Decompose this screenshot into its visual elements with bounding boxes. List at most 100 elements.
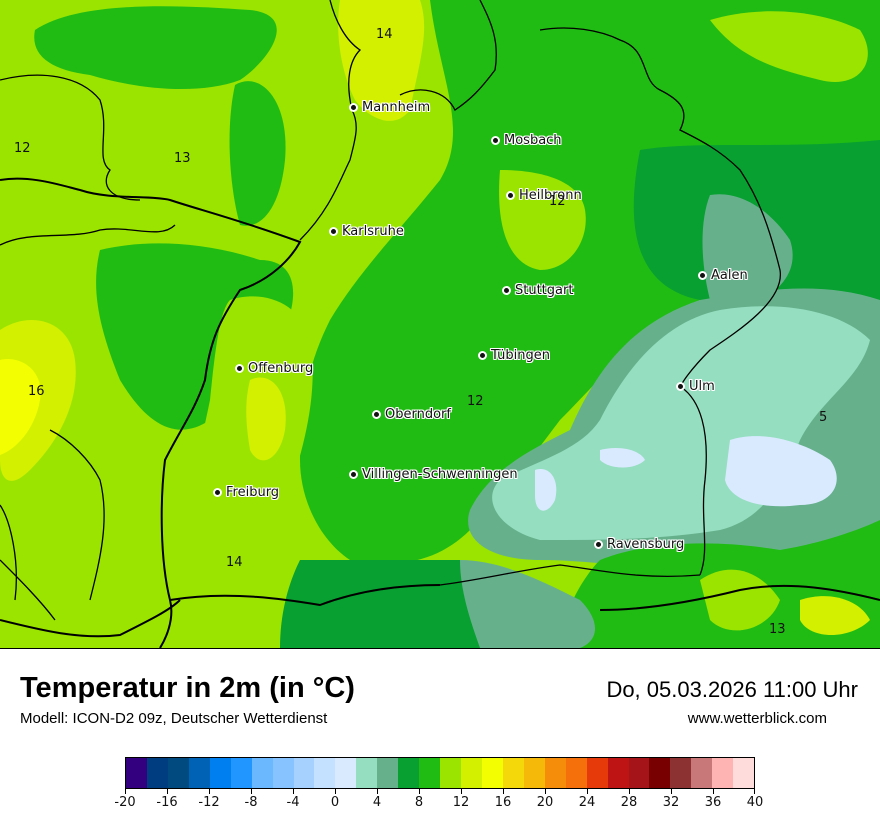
colorbar-tick-mark [125,789,126,794]
map-title: Temperatur in 2m (in °C) [20,672,355,704]
colorbar-tick-mark [461,789,462,794]
colorbar-swatch [419,758,441,788]
isoline-label: 14 [226,555,243,570]
city-name: Villingen-Schwenningen [362,467,518,482]
colorbar-tick-mark [377,789,378,794]
colorbar-swatch [481,758,503,788]
city-marker: Tübingen [478,348,550,363]
temperature-map: Mannheim Mosbach Heilbronn Karlsruhe Aal… [0,0,880,649]
city-name: Freiburg [226,485,280,500]
city-dot-icon [502,286,511,295]
city-name: Oberndorf [385,407,451,422]
city-name: Ulm [689,379,715,394]
colorbar-tick-mark [335,789,336,794]
city-marker: Ravensburg [594,537,684,552]
isoline-label: 5 [819,410,828,425]
colorbar-tick-label: 4 [372,795,382,810]
colorbar-tick-mark [754,789,755,794]
website-credit: www.wetterblick.com [687,710,827,727]
colorbar-tick-label: 16 [494,795,512,810]
city-name: Mannheim [362,100,431,115]
city-dot-icon [372,410,381,419]
city-name: Aalen [711,268,748,283]
city-name: Offenburg [248,361,314,376]
city-marker: Freiburg [213,485,279,500]
city-marker: Heilbronn [506,188,582,203]
city-dot-icon [594,540,603,549]
isoline-label: 12 [467,394,484,409]
valid-datetime: Do, 05.03.2026 11:00 Uhr [606,677,858,702]
city-dot-icon [478,351,487,360]
colorbar-tick-mark [251,789,252,794]
colorbar [125,757,755,789]
colorbar-swatch [251,758,273,788]
colorbar-swatch [565,758,587,788]
colorbar-tick-label: 0 [330,795,340,810]
city-marker: Stuttgart [502,283,573,298]
city-name: Mosbach [504,133,562,148]
colorbar-tick-mark [419,789,420,794]
model-source: Modell: ICON-D2 09z, Deutscher Wetterdie… [20,710,328,727]
colorbar-tick-label: 32 [662,795,680,810]
colorbar-tick-mark [629,789,630,794]
city-dot-icon [235,364,244,373]
city-dot-icon [329,227,338,236]
colorbar-swatch [126,758,147,788]
colorbar-tick-label: 20 [536,795,554,810]
colorbar-tick-label: -20 [114,795,136,810]
colorbar-ticks: -20 -16 -12 -8 -4 0 4 8 12 16 20 24 28 32 36 40 [114,789,763,819]
colorbar-swatch [188,758,210,788]
city-dot-icon [698,271,707,280]
colorbar-tick-label: -16 [156,795,178,810]
colorbar-tick-mark [713,789,714,794]
city-dot-icon [213,488,222,497]
colorbar-swatch [607,758,629,788]
isoline-label: 13 [174,151,191,166]
colorbar-swatch [523,758,545,788]
city-name: Ravensburg [607,537,685,552]
colorbar-tick-mark [545,789,546,794]
colorbar-tick-label: -4 [286,795,300,810]
colorbar-swatch [209,758,231,788]
city-dot-icon [491,136,500,145]
colorbar-tick-label: 8 [414,795,424,810]
colorbar-swatch [377,758,399,788]
colorbar-swatch [440,758,461,788]
colorbar-swatch [502,758,524,788]
temperature-field [0,0,880,648]
city-marker: Mosbach [491,133,562,148]
colorbar-swatch [335,758,357,788]
colorbar-tick-mark [587,789,588,794]
colorbar-tick-label: 36 [704,795,722,810]
isoline-label: 13 [769,622,786,637]
colorbar-swatch [314,758,336,788]
city-marker: Offenburg [235,361,313,376]
colorbar-swatch [628,758,650,788]
colorbar-swatch [691,758,713,788]
colorbar-swatch [167,758,189,788]
colorbar-swatch [670,758,692,788]
colorbar-tick-label: 28 [620,795,638,810]
colorbar-tick-mark [167,789,168,794]
colorbar-tick-label: 24 [578,795,596,810]
city-marker: Ulm [676,379,715,394]
city-marker: Aalen [698,268,748,283]
isoline-label: 12 [14,141,31,156]
colorbar-swatch [649,758,671,788]
city-name: Karlsruhe [342,224,404,239]
colorbar-swatch [146,758,168,788]
colorbar-swatch [461,758,482,788]
colorbar-swatch [586,758,608,788]
isoline-label: 16 [28,384,45,399]
isoline-label: 14 [376,27,393,42]
colorbar-swatch [356,758,378,788]
colorbar-swatch [712,758,734,788]
city-marker: Mannheim [349,100,430,115]
city-name: Heilbronn [519,188,582,203]
city-dot-icon [676,382,685,391]
city-dot-icon [349,470,358,479]
city-name: Tübingen [491,348,550,363]
colorbar-swatch [272,758,294,788]
isoline-label: 12 [549,194,566,209]
colorbar-tick-label: 12 [452,795,470,810]
